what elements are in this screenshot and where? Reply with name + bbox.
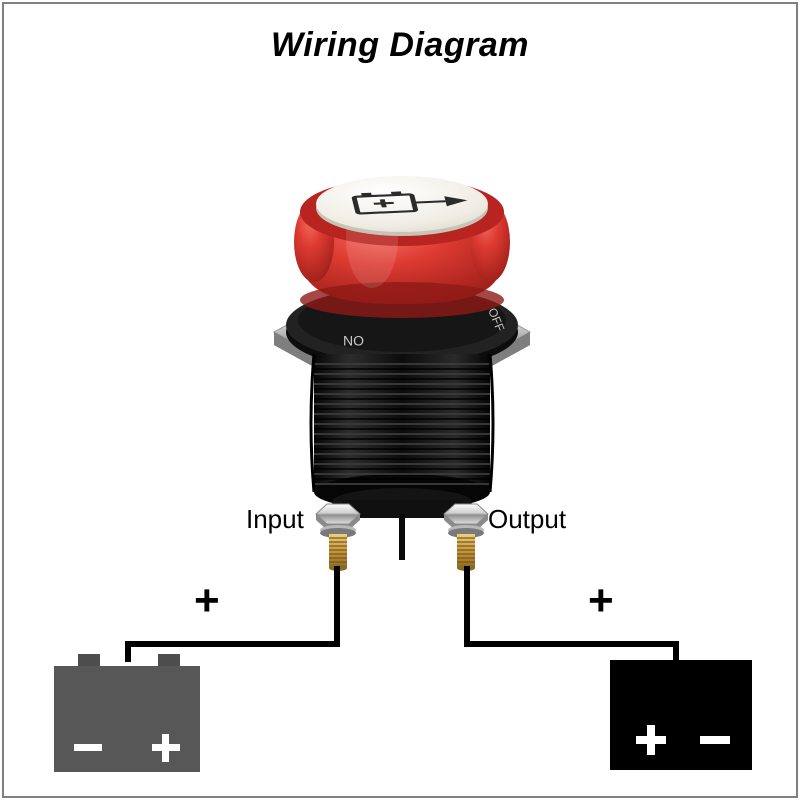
diagram-stage: ON OFF: [4, 4, 796, 796]
battery-icon-block: [54, 652, 204, 782]
load-icon-block: [610, 660, 760, 780]
